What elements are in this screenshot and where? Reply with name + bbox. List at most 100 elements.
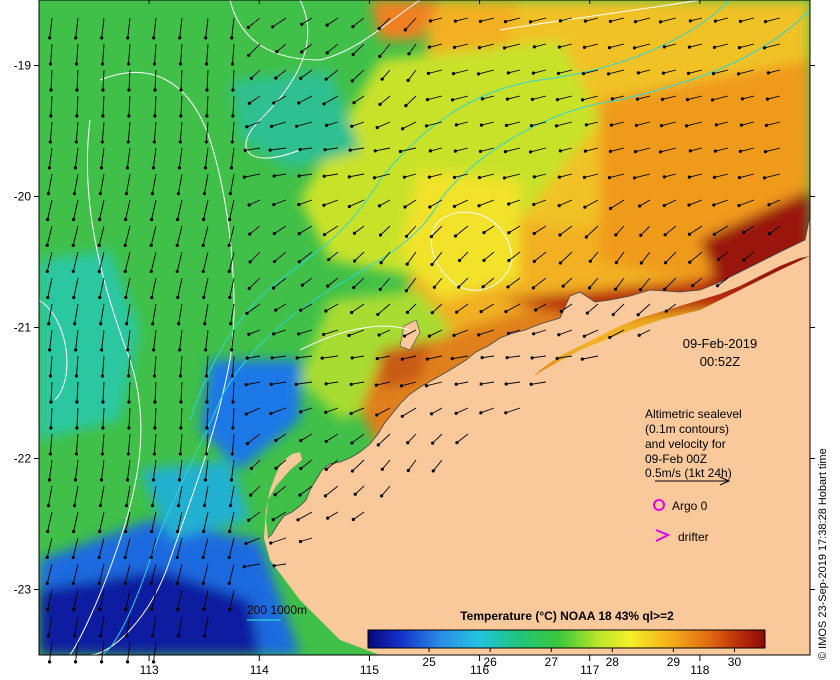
velocity-arrow-head [203,166,207,170]
velocity-arrow [480,407,495,414]
velocity-arrow [76,381,79,402]
velocity-arrow [50,355,53,376]
colorbar-tick-label: 25 [422,655,436,669]
velocity-arrow-head [352,101,356,105]
velocity-arrow [587,303,599,314]
velocity-arrow-head [205,426,209,430]
velocity-arrow-head [149,581,153,586]
velocity-arrow-head [298,308,303,312]
velocity-arrow [150,537,157,558]
velocity-arrow-head [98,295,102,300]
velocity-arrow [72,563,79,584]
velocity-arrow-head [691,283,695,288]
velocity-arrow [585,17,599,22]
velocity-arrow [297,511,313,521]
velocity-arrow-head [633,20,638,24]
velocity-arrow-head [350,356,354,360]
velocity-arrow-head [505,356,509,360]
velocity-arrow-head [736,72,741,76]
velocity-arrow-head [504,411,508,415]
velocity-arrow [456,121,469,126]
velocity-arrow [351,303,365,313]
velocity-arrow-head [507,231,511,235]
velocity-arrow-head [123,269,127,274]
velocity-arrow [232,407,235,428]
velocity-arrow [378,17,391,29]
velocity-arrow-head [204,348,208,352]
velocity-arrow [179,459,183,480]
velocity-arrow-head [73,478,78,482]
velocity-arrow-head [407,52,411,56]
velocity-arrow [431,407,443,415]
velocity-arrow-head [402,334,407,338]
velocity-arrow [270,537,287,544]
velocity-arrow [325,407,339,413]
velocity-arrow [124,251,131,272]
velocity-arrow-head [249,466,254,471]
velocity-arrow [325,433,339,442]
velocity-arrow-head [202,504,207,508]
velocity-arrow-head [350,469,355,473]
velocity-arrow [505,407,521,414]
velocity-arrow [689,43,703,48]
velocity-arrow-head [100,140,104,144]
velocity-arrow [100,303,105,324]
velocity-arrow [560,17,573,22]
velocity-arrow [124,225,131,246]
velocity-arrow-head [228,192,232,196]
velocity-arrow-head [123,555,127,560]
argo-label: Argo 0 [672,499,708,513]
velocity-arrow [179,121,183,142]
velocity-arrow-head [246,25,250,30]
velocity-arrow [637,95,651,100]
velocity-arrow [506,121,521,126]
velocity-arrow-head [324,467,328,471]
velocity-arrow-head [227,555,231,560]
velocity-arrow [638,69,651,74]
velocity-arrow [151,173,157,194]
velocity-arrow [154,381,157,402]
velocity-arrow [505,17,521,23]
velocity-arrow-head [762,46,767,50]
velocity-arrow [325,69,339,80]
velocity-arrow-head [478,149,483,153]
velocity-arrow [231,433,235,454]
velocity-arrow [716,121,729,126]
velocity-arrow-head [274,466,278,470]
velocity-arrow [507,277,521,288]
velocity-arrow [74,303,79,324]
velocity-arrow [349,199,365,207]
velocity-arrow [402,407,417,417]
velocity-arrow-head [347,204,351,209]
velocity-arrow [248,199,261,206]
velocity-arrow-head [178,374,183,378]
drifter-marker-icon [655,529,671,542]
velocity-arrow-head [179,114,183,118]
velocity-arrow [274,485,287,496]
velocity-arrow [380,251,391,264]
velocity-arrow [298,225,313,235]
velocity-arrow [246,381,261,386]
velocity-arrow [690,17,703,22]
velocity-arrow [153,17,157,38]
velocity-arrow [125,511,131,532]
velocity-arrow [300,407,313,413]
velocity-arrow [244,563,261,568]
velocity-arrow-head [176,607,180,612]
velocity-arrow-head [555,356,559,360]
velocity-arrow-head [98,504,103,508]
velocity-arrow-head [687,232,692,236]
velocity-arrow-head [663,287,667,291]
velocity-arrow [430,17,443,22]
velocity-arrow-head [404,289,408,293]
velocity-arrow [351,69,365,82]
velocity-arrow-head [71,581,75,586]
velocity-arrow [479,43,495,49]
velocity-arrow [533,199,547,205]
velocity-arrow-head [242,565,246,569]
velocity-arrow [687,95,703,101]
velocity-arrow-head [404,234,409,238]
velocity-arrow [73,277,79,298]
velocity-arrow-head [432,285,436,289]
velocity-arrow [206,95,209,116]
